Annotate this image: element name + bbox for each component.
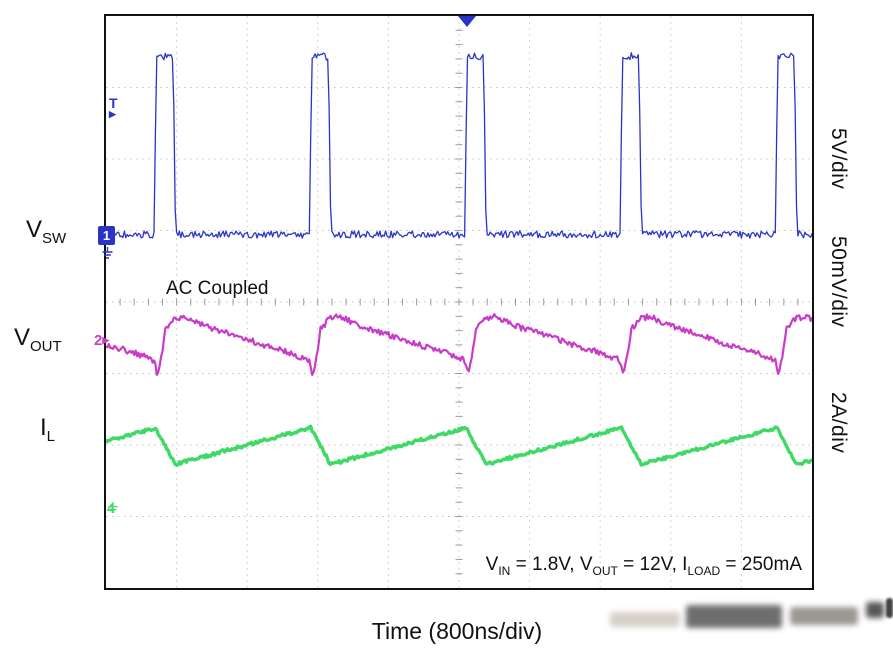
channel4-marker: 4: [107, 501, 118, 515]
ac-coupled-label: AC Coupled: [166, 278, 269, 299]
vout-label: VOUT: [14, 324, 62, 355]
vsw-scale-label: 5V/div: [827, 128, 850, 190]
vsw-label: VSW: [26, 216, 67, 247]
blurred-watermark: [608, 592, 893, 650]
trigger-level-marker: T ▶: [109, 95, 118, 120]
il-label: IL: [40, 414, 56, 445]
trigger-label: T: [109, 95, 118, 111]
scope-plot-area: T ▶ 1 2▶ 4 AC Coupled VIN = 1.8V, VOUT =…: [94, 14, 814, 590]
channel2-arrow-icon: ▶: [102, 335, 110, 345]
test-conditions-text: VIN = 1.8V, VOUT = 12V, ILOAD = 250mA: [485, 554, 802, 578]
trigger-arrow-icon: ▶: [109, 109, 116, 119]
x-axis-title: Time (800ns/div): [371, 618, 543, 644]
channel1-marker: 1: [98, 226, 115, 245]
trigger-position-marker: [458, 16, 476, 27]
il-scale-label: 2A/div: [827, 392, 850, 454]
vout-scale-label: 50mV/div: [827, 236, 850, 328]
channel2-marker: 2▶: [94, 332, 110, 349]
waveform-canvas: [106, 16, 812, 588]
